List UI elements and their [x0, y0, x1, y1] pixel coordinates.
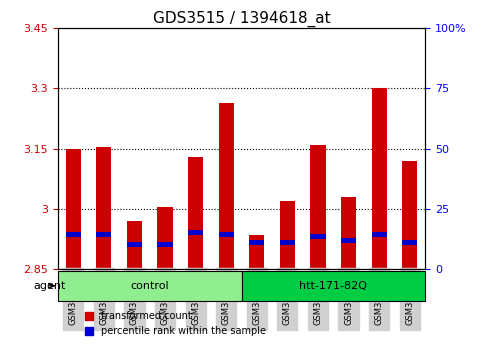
Bar	[341, 238, 356, 243]
Bar	[188, 230, 203, 235]
Bar	[249, 240, 265, 245]
Bar	[402, 240, 417, 245]
Bar	[280, 201, 295, 269]
Text: agent: agent	[33, 281, 66, 291]
Title: GDS3515 / 1394618_at: GDS3515 / 1394618_at	[153, 11, 330, 27]
Bar	[157, 242, 173, 247]
Legend: transformed count, percentile rank within the sample: transformed count, percentile rank withi…	[81, 308, 270, 340]
Bar	[96, 147, 112, 269]
Bar	[66, 149, 81, 269]
FancyBboxPatch shape	[58, 270, 242, 301]
Bar	[66, 232, 81, 237]
Bar	[371, 88, 387, 269]
Bar	[157, 207, 173, 269]
Bar	[96, 232, 112, 237]
Bar	[127, 242, 142, 247]
Bar	[311, 234, 326, 239]
Bar	[219, 232, 234, 237]
Bar	[371, 232, 387, 237]
Text: htt-171-82Q: htt-171-82Q	[299, 281, 367, 291]
Text: control: control	[130, 281, 169, 291]
Bar	[188, 157, 203, 269]
FancyBboxPatch shape	[242, 270, 425, 301]
Bar	[402, 161, 417, 269]
Bar	[219, 103, 234, 269]
Bar	[127, 221, 142, 269]
Bar	[341, 197, 356, 269]
Bar	[311, 145, 326, 269]
Bar	[280, 240, 295, 245]
Bar	[249, 235, 265, 269]
